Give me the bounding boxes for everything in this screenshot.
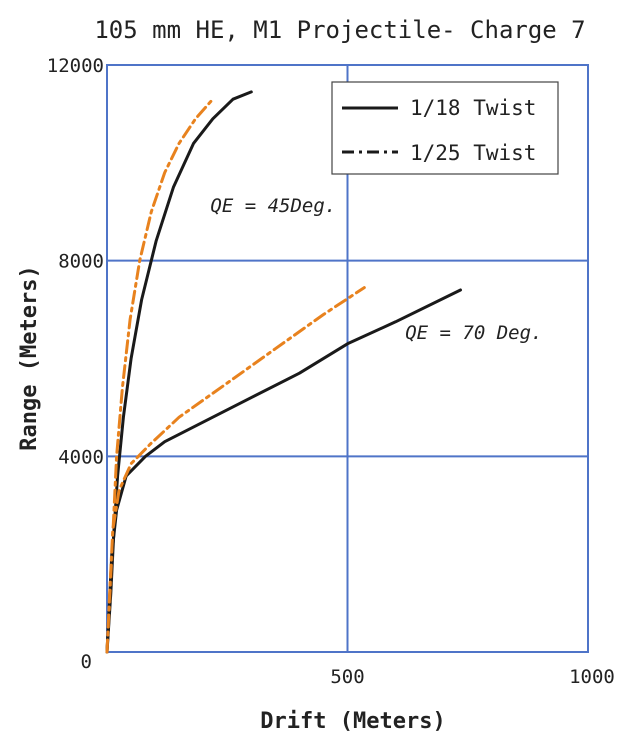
legend-box bbox=[331, 81, 559, 175]
legend-label-1-25-twist: 1/25 Twist bbox=[410, 141, 536, 165]
x-tick-label: 500 bbox=[330, 666, 364, 688]
legend-label-1-18-twist: 1/18 Twist bbox=[410, 96, 536, 120]
y-tick-label: 4000 bbox=[58, 446, 104, 468]
y-tick-label: 12000 bbox=[47, 55, 104, 77]
annotation-qe-45: QE = 45Deg. bbox=[210, 195, 336, 217]
y-tick-label: 0 bbox=[81, 651, 92, 673]
grid bbox=[106, 64, 589, 653]
series-line bbox=[105, 97, 215, 654]
tick-labels: 500 1000 0 4000 8000 12000 bbox=[47, 55, 615, 688]
y-tick-label: 8000 bbox=[58, 251, 104, 273]
series-line bbox=[105, 286, 366, 654]
series-line bbox=[105, 288, 462, 654]
series-line bbox=[105, 90, 253, 654]
y-axis-label: Range (Meters) bbox=[17, 265, 42, 450]
x-axis-label: Drift (Meters) bbox=[260, 709, 445, 734]
series-layer bbox=[105, 90, 462, 654]
legend: 1/18 Twist 1/25 Twist bbox=[331, 81, 559, 175]
x-tick-label: 1000 bbox=[569, 666, 615, 688]
annotation-qe-70: QE = 70 Deg. bbox=[405, 322, 542, 344]
chart-title: 105 mm HE, M1 Projectile- Charge 7 bbox=[94, 16, 585, 44]
